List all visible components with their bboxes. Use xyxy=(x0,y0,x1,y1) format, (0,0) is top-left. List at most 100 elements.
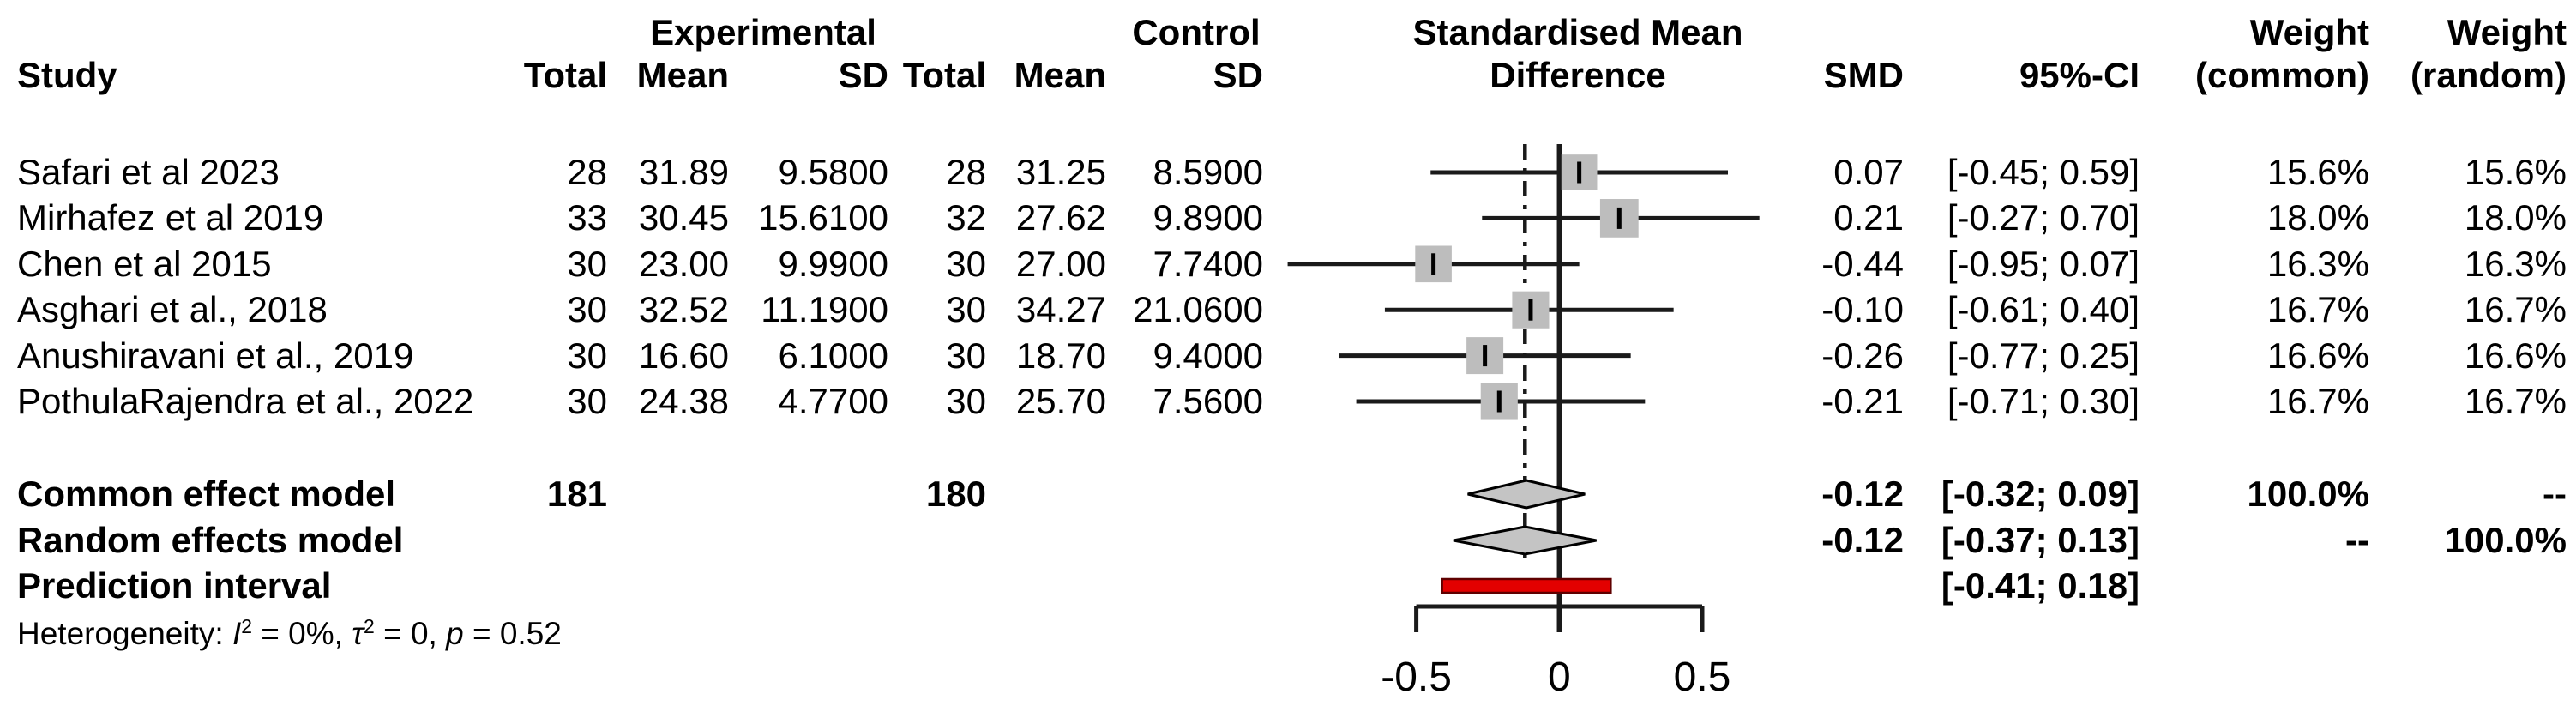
summary-name: Random effects model xyxy=(17,520,404,560)
weight-common-value: 16.3% xyxy=(2266,243,2369,284)
header-weight-common-line1: Weight xyxy=(2249,12,2369,52)
study-name: Asghari et al., 2018 xyxy=(17,289,328,330)
ctrl-sd: 9.8900 xyxy=(1153,197,1263,238)
exp-sd: 9.5800 xyxy=(778,152,888,192)
header-ctrl-mean: Mean xyxy=(1014,55,1106,95)
weight-common-value: 16.6% xyxy=(2266,335,2369,376)
ctrl-mean: 31.25 xyxy=(1015,152,1106,192)
ctrl-sd: 7.5600 xyxy=(1153,381,1263,421)
exp-total: 33 xyxy=(567,197,607,238)
weight-random-value: 18.0% xyxy=(2464,197,2567,238)
exp-sd: 15.6100 xyxy=(758,197,888,238)
exp-sd: 11.1900 xyxy=(761,289,888,330)
ci-value: [-0.45; 0.59] xyxy=(1947,152,2140,192)
exp-sd: 6.1000 xyxy=(778,335,888,376)
ci-value: [-0.95; 0.07] xyxy=(1947,243,2140,284)
effect-point-tick xyxy=(1431,253,1436,275)
header-weight-common-line2: (common) xyxy=(2195,55,2369,95)
exp-total: 28 xyxy=(567,152,607,192)
summary-ctrl-total: 180 xyxy=(925,474,986,514)
ctrl-total: 30 xyxy=(946,289,986,330)
header-group-experimental: Experimental xyxy=(650,12,876,52)
ctrl-sd: 7.7400 xyxy=(1153,243,1263,284)
exp-mean: 30.45 xyxy=(638,197,729,238)
header-ci: 95%-CI xyxy=(2019,55,2140,95)
header-weight-random-line2: (random) xyxy=(2410,55,2567,95)
ctrl-sd: 8.5900 xyxy=(1153,152,1263,192)
x-axis-tick-label: 0 xyxy=(1547,655,1571,700)
exp-sd: 9.9900 xyxy=(778,243,888,284)
ctrl-total: 30 xyxy=(946,381,986,421)
weight-common-value: 16.7% xyxy=(2266,381,2369,421)
header-ctrl-sd: SD xyxy=(1213,55,1263,95)
exp-mean: 31.89 xyxy=(638,152,729,192)
exp-sd: 4.7700 xyxy=(778,381,888,421)
weight-common-value: 18.0% xyxy=(2266,197,2369,238)
exp-total: 30 xyxy=(567,289,607,330)
weight-random-value: 16.7% xyxy=(2464,381,2567,421)
x-axis-tick-label: -0.5 xyxy=(1381,655,1452,700)
ci-value: [-0.27; 0.70] xyxy=(1947,197,2140,238)
ctrl-sd: 9.4000 xyxy=(1153,335,1263,376)
summary-name: Common effect model xyxy=(17,474,396,514)
study-name: Anushiravani et al., 2019 xyxy=(17,335,414,376)
header-exp-sd: SD xyxy=(838,55,888,95)
summary-smd-value: -0.12 xyxy=(1821,520,1904,560)
prediction-interval-bar xyxy=(1441,577,1612,594)
summary-weight-random: -- xyxy=(2543,474,2567,514)
header-weight-random-line1: Weight xyxy=(2447,12,2567,52)
x-axis-tick-label: 0.5 xyxy=(1673,655,1731,700)
ctrl-mean: 27.00 xyxy=(1015,243,1106,284)
study-name: Chen et al 2015 xyxy=(17,243,272,284)
weight-common-value: 16.7% xyxy=(2266,289,2369,330)
heterogeneity-text: Heterogeneity: I2 = 0%, τ2 = 0, p = 0.52 xyxy=(17,615,562,651)
weight-random-value: 16.7% xyxy=(2464,289,2567,330)
ctrl-mean: 34.27 xyxy=(1015,289,1106,330)
ctrl-total: 30 xyxy=(946,243,986,284)
weight-random-value: 15.6% xyxy=(2464,152,2567,192)
exp-mean: 23.00 xyxy=(638,243,729,284)
summary-diamond xyxy=(1467,479,1586,510)
exp-mean: 16.60 xyxy=(638,335,729,376)
effect-point-tick xyxy=(1616,207,1622,229)
ci-value: [-0.71; 0.30] xyxy=(1947,381,2140,421)
ctrl-total: 30 xyxy=(946,335,986,376)
effect-point-tick xyxy=(1577,161,1582,184)
header-study: Study xyxy=(17,55,117,95)
exp-total: 30 xyxy=(567,243,607,284)
ctrl-sd: 21.0600 xyxy=(1133,289,1263,330)
exp-mean: 32.52 xyxy=(638,289,729,330)
study-name: Mirhafez et al 2019 xyxy=(17,197,324,238)
ctrl-mean: 18.70 xyxy=(1015,335,1106,376)
header-smd: SMD xyxy=(1823,55,1904,95)
exp-total: 30 xyxy=(567,381,607,421)
exp-total: 30 xyxy=(567,335,607,376)
exp-mean: 24.38 xyxy=(638,381,729,421)
ci-value: [-0.61; 0.40] xyxy=(1947,289,2140,330)
summary-name: Prediction interval xyxy=(17,565,332,606)
header-exp-mean: Mean xyxy=(636,55,729,95)
effect-point-tick xyxy=(1528,299,1533,321)
summary-diamond xyxy=(1453,525,1597,556)
ctrl-total: 32 xyxy=(946,197,986,238)
header-ctrl-total: Total xyxy=(902,55,986,95)
ctrl-mean: 25.70 xyxy=(1015,381,1106,421)
smd-value: -0.10 xyxy=(1821,289,1904,330)
ci-value: [-0.77; 0.25] xyxy=(1947,335,2140,376)
header-effect-line1: Standardised Mean xyxy=(1412,12,1743,52)
summary-ci-value: [-0.32; 0.09] xyxy=(1941,474,2140,514)
header-exp-total: Total xyxy=(523,55,607,95)
weight-common-value: 15.6% xyxy=(2266,152,2369,192)
summary-weight-common: 100.0% xyxy=(2247,474,2369,514)
weight-random-value: 16.3% xyxy=(2464,243,2567,284)
study-name: Safari et al 2023 xyxy=(17,152,280,192)
weight-random-value: 16.6% xyxy=(2464,335,2567,376)
summary-ci-value: [-0.41; 0.18] xyxy=(1941,565,2140,606)
effect-point-tick xyxy=(1496,390,1502,413)
summary-weight-random: 100.0% xyxy=(2444,520,2567,560)
smd-value: -0.44 xyxy=(1821,243,1904,284)
summary-weight-common: -- xyxy=(2345,520,2369,560)
header-group-control: Control xyxy=(1132,12,1261,52)
